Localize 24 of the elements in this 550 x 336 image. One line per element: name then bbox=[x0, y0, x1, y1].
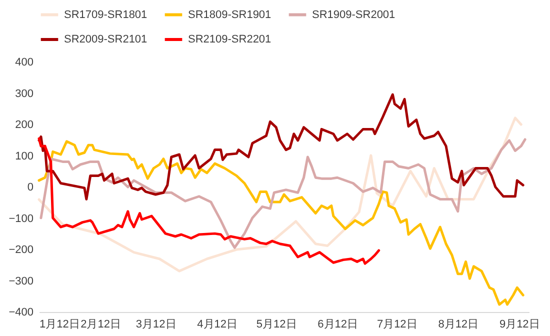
legend-label: SR2109-SR2201 bbox=[188, 34, 272, 46]
x-tick-label: 9月12日 bbox=[499, 318, 540, 330]
y-tick-label: −300 bbox=[8, 275, 34, 288]
y-tick-label: 100 bbox=[15, 150, 34, 162]
y-tick-label: 300 bbox=[15, 88, 34, 100]
legend-label: SR1809-SR1901 bbox=[188, 8, 272, 21]
x-tick-label: 2月12日 bbox=[80, 318, 121, 330]
x-tick-label: 6月12日 bbox=[318, 318, 358, 330]
y-tick-label: −200 bbox=[8, 244, 34, 256]
y-tick-label: −400 bbox=[8, 306, 34, 318]
y-tick-label: 200 bbox=[15, 119, 34, 131]
legend-label: SR1709-SR1801 bbox=[64, 8, 148, 21]
line-series bbox=[38, 137, 380, 265]
x-tick-label: 7月12日 bbox=[376, 318, 418, 330]
legend-label: SR1909-SR2001 bbox=[312, 8, 396, 21]
x-tick-label: 4月12日 bbox=[197, 318, 238, 330]
y-tick-label: 0 bbox=[27, 182, 34, 194]
x-tick-label: 5月12日 bbox=[256, 318, 297, 330]
y-tick-label: −100 bbox=[8, 212, 34, 225]
x-tick-label: 8月12日 bbox=[438, 318, 479, 330]
legend-label: SR2009-SR2101 bbox=[64, 34, 148, 46]
y-tick-label: 400 bbox=[15, 56, 34, 68]
x-tick-label: 3月12日 bbox=[136, 318, 176, 330]
x-tick-label: 1月12日 bbox=[40, 318, 80, 330]
